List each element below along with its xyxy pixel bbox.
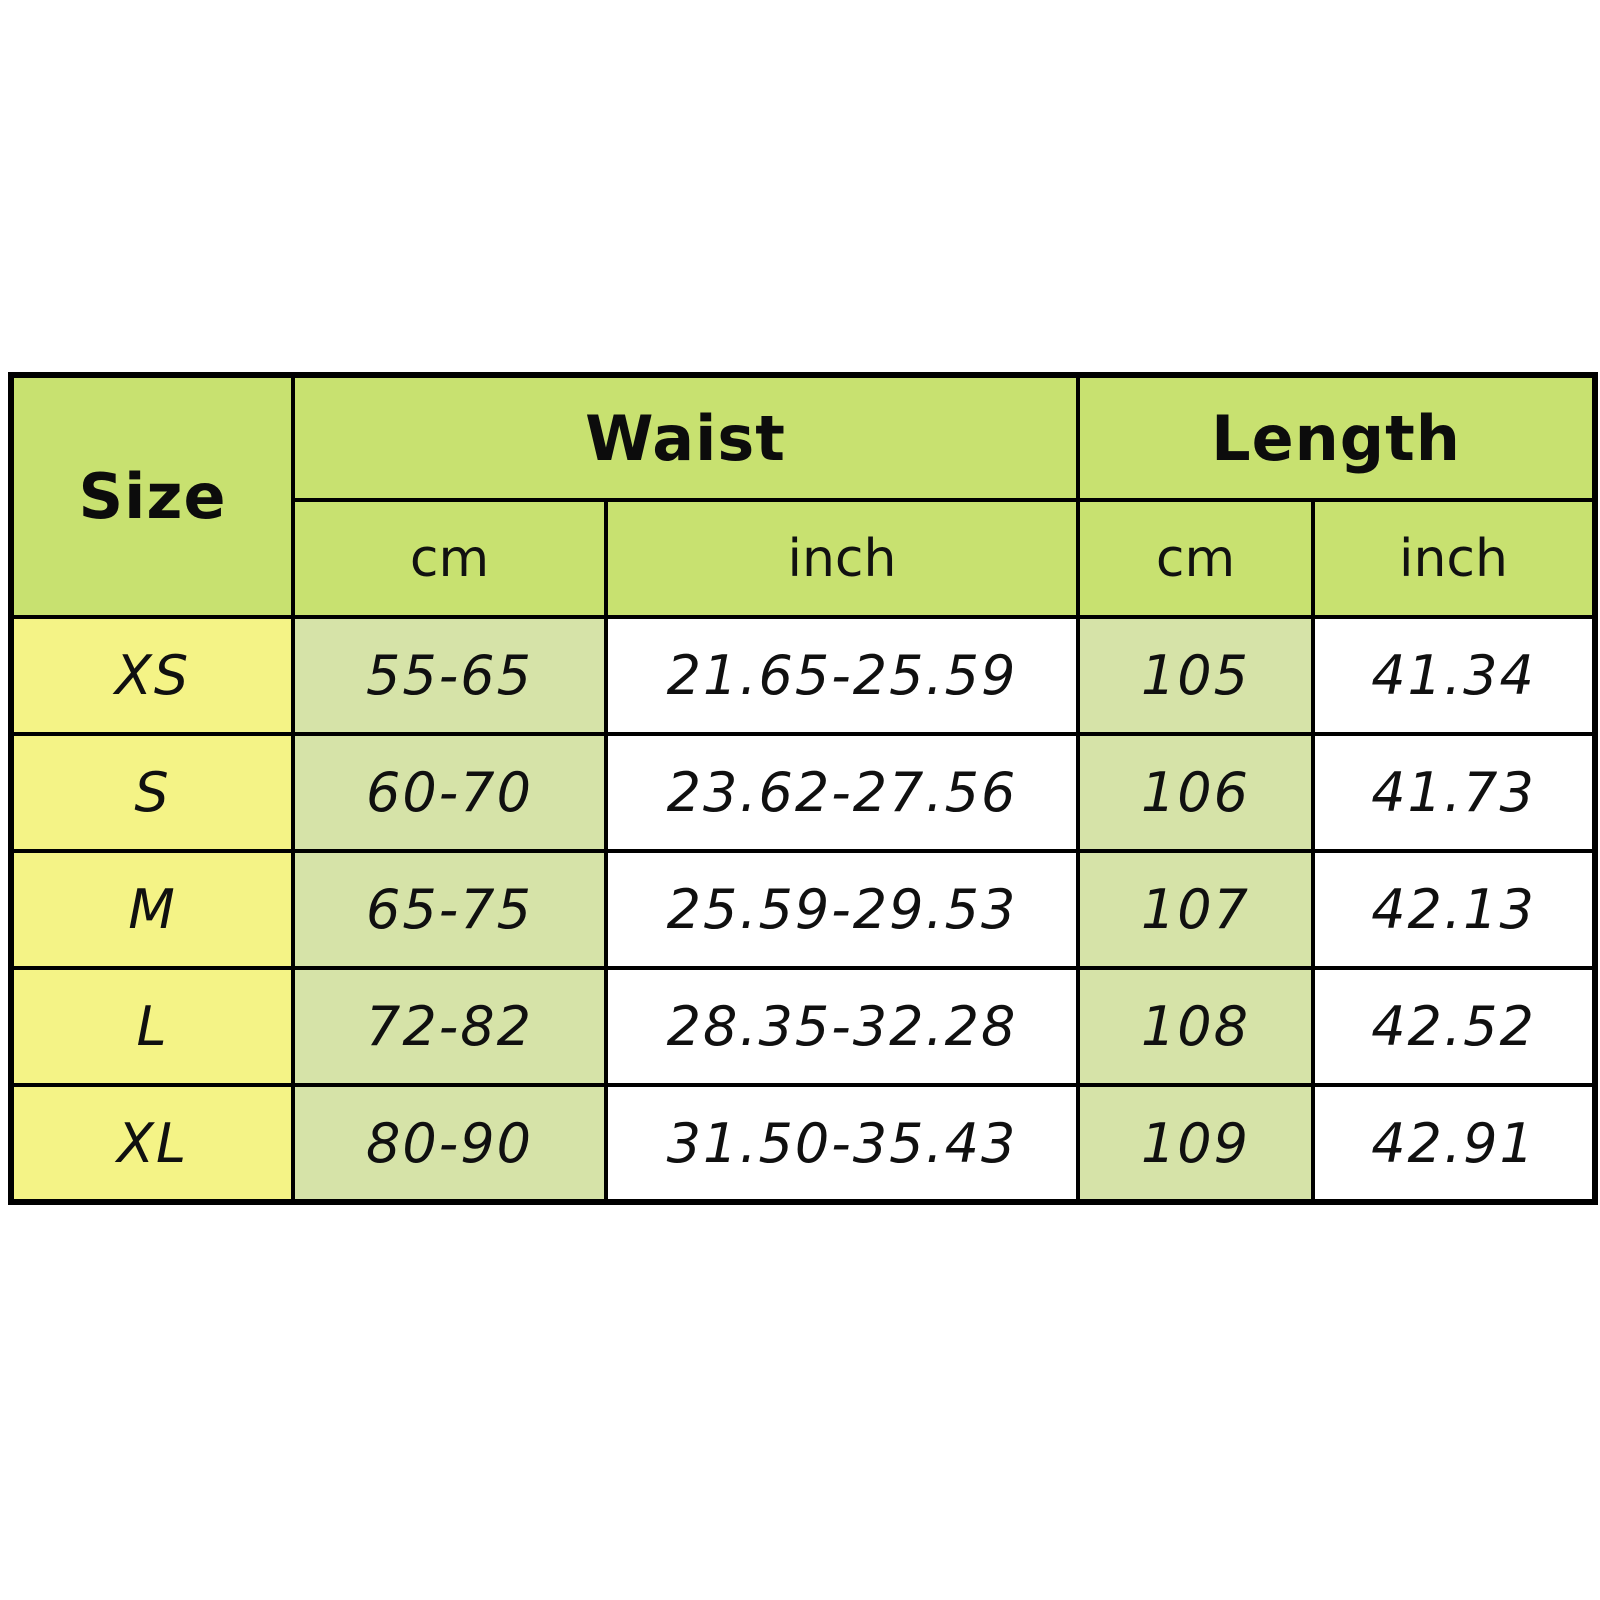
waist-inch-cell: 21.65-25.59 [604,615,1080,736]
waist-cm-cell: 65-75 [291,849,608,970]
table-row-l: L 72-82 28.35-32.28 108 42.52 [9,966,1598,1087]
subheader-waist-inch: inch [604,498,1080,619]
waist-inch-cell: 31.50-35.43 [604,1083,1080,1204]
length-inch-cell: 42.91 [1310,1083,1598,1204]
waist-inch-cell: 23.62-27.56 [604,732,1080,853]
length-cm-cell: 105 [1076,615,1315,736]
table-row-s: S 60-70 23.62-27.56 106 41.73 [9,732,1598,853]
length-inch-cell: 41.34 [1310,615,1598,736]
length-inch-cell: 41.73 [1310,732,1598,853]
waist-cm-cell: 60-70 [291,732,608,853]
length-cm-cell: 109 [1076,1083,1315,1204]
waist-cm-cell: 55-65 [291,615,608,736]
waist-inch-cell: 28.35-32.28 [604,966,1080,1087]
table-row-xl: XL 80-90 31.50-35.43 109 42.91 [9,1083,1598,1204]
subheader-length-cm: cm [1076,498,1315,619]
header-row-units: cm inch cm inch [11,498,1598,619]
size-cell: S [9,732,295,853]
subheader-length-inch: inch [1310,498,1598,619]
header-waist: Waist [291,373,1080,502]
table-row-m: M 65-75 25.59-29.53 107 42.13 [9,849,1598,970]
waist-cm-cell: 72-82 [291,966,608,1087]
length-cm-cell: 108 [1076,966,1315,1087]
length-cm-cell: 106 [1076,732,1315,853]
length-cm-cell: 107 [1076,849,1315,970]
length-inch-cell: 42.52 [1310,966,1598,1087]
size-chart-table: Size Waist Length cm inch cm inch XS 55-… [8,372,1599,1205]
size-cell: XL [9,1083,295,1204]
header-length: Length [1075,373,1598,502]
length-inch-cell: 42.13 [1310,849,1598,970]
table-row-xs: XS 55-65 21.65-25.59 105 41.34 [9,615,1598,736]
size-cell: L [9,966,295,1087]
subheader-waist-cm: cm [291,498,608,619]
header-size: Size [9,373,295,619]
header-row-groups: Size Waist Length [9,373,1598,619]
waist-cm-cell: 80-90 [291,1083,608,1204]
size-cell: M [9,849,295,970]
size-cell: XS [9,615,295,736]
waist-inch-cell: 25.59-29.53 [604,849,1080,970]
